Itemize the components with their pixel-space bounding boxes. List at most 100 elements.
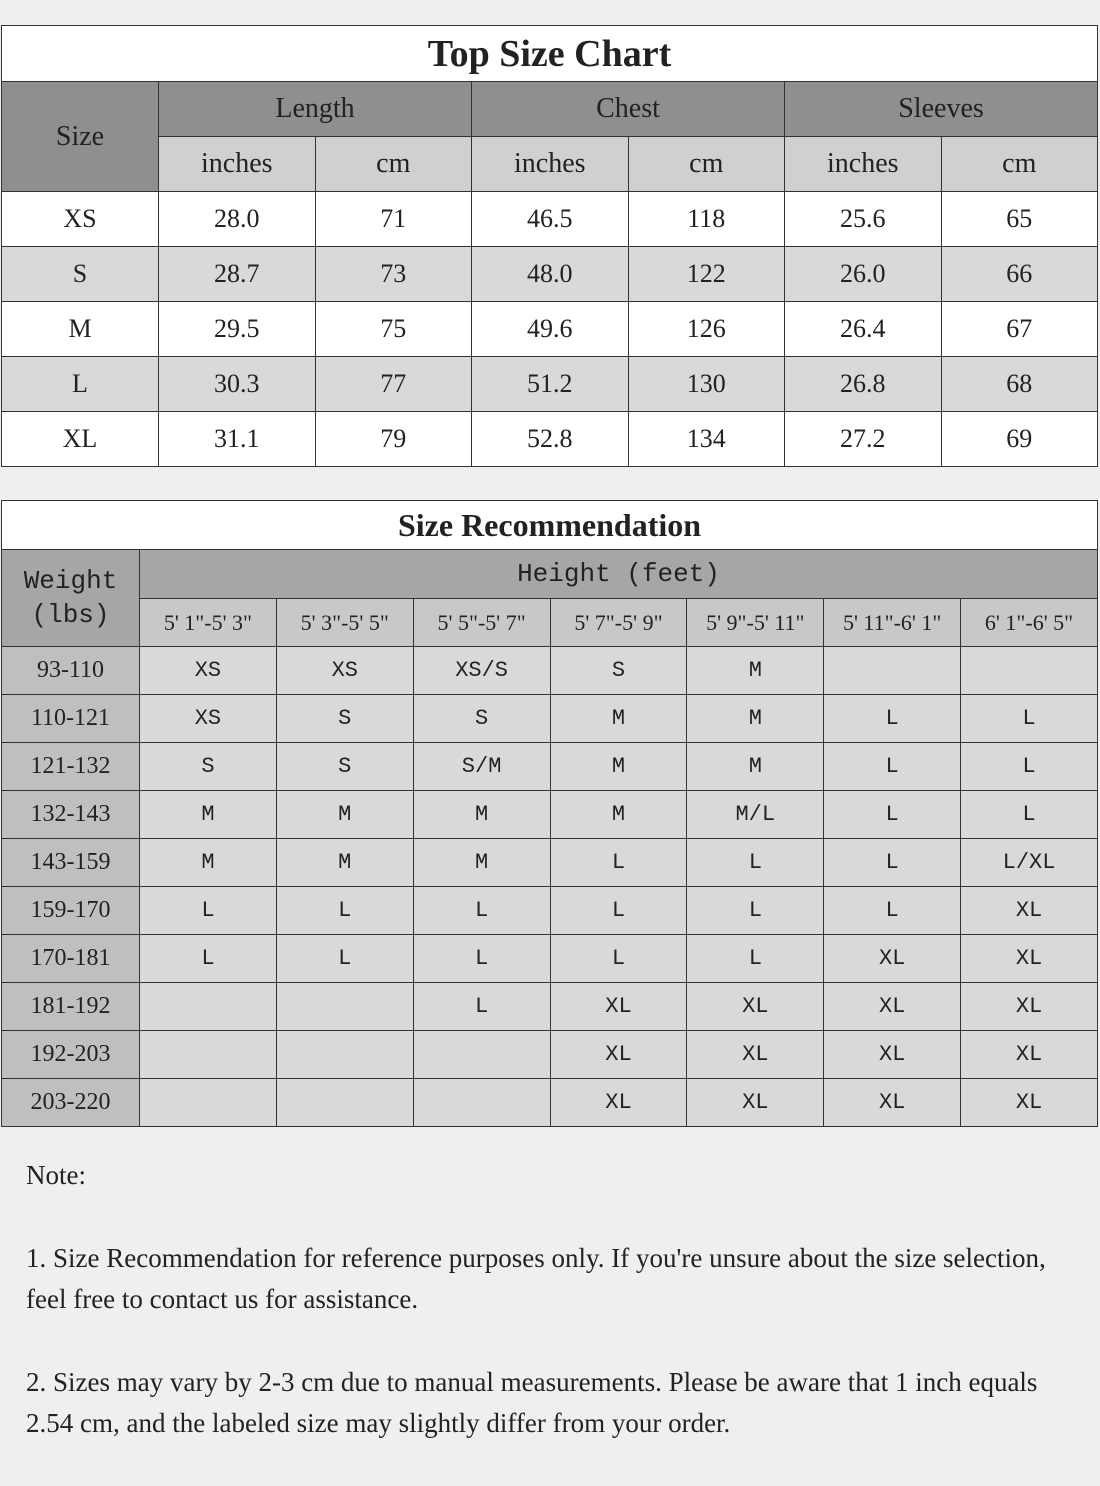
recommended-size-cell: L/XL xyxy=(960,838,1098,887)
table-row: 159-170 L L L L L L XL xyxy=(1,886,1098,935)
recommended-size-cell: L xyxy=(549,934,688,983)
notes-section: Note: 1. Size Recommendation for referen… xyxy=(26,1155,1076,1486)
table-row: XS 28.0 71 46.5 118 25.6 65 xyxy=(1,191,1098,247)
recommended-size-cell: XL xyxy=(549,1078,688,1127)
recommended-size-cell: M xyxy=(412,790,551,839)
recommended-size-cell: L xyxy=(549,886,688,935)
measurement-cell: 66 xyxy=(940,246,1098,302)
recommended-size-cell: M/L xyxy=(686,790,825,839)
size-header: Size xyxy=(1,81,159,192)
measurement-cell: 49.6 xyxy=(471,301,629,357)
recommended-size-cell: L xyxy=(412,934,551,983)
weight-range-cell: 181-192 xyxy=(1,982,140,1031)
table-row: 132-143 M M M M M/L L L xyxy=(1,790,1098,839)
recommendation-title: Size Recommendation xyxy=(1,500,1098,550)
recommended-size-cell: M xyxy=(686,646,825,695)
size-cell: M xyxy=(1,301,159,357)
recommended-size-cell: M xyxy=(686,742,825,791)
note-item: 1. Size Recommendation for reference pur… xyxy=(26,1243,1046,1314)
measurement-cell: 134 xyxy=(627,411,785,467)
weight-label: Weight xyxy=(23,566,118,596)
recommended-size-cell: L xyxy=(823,790,962,839)
recommended-size-cell: L xyxy=(549,838,688,887)
measurement-cell: 52.8 xyxy=(471,411,629,467)
recommended-size-cell: M xyxy=(549,694,688,743)
recommended-size-cell: S xyxy=(275,742,414,791)
measurement-cell: 69 xyxy=(940,411,1098,467)
recommended-size-cell: XL xyxy=(686,1078,825,1127)
table-row: 203-220 XL XL XL XL xyxy=(1,1078,1098,1127)
measurement-cell: 71 xyxy=(314,191,472,247)
unit-header: inches xyxy=(158,136,316,192)
measurement-cell: 68 xyxy=(940,356,1098,412)
recommended-size-cell: M xyxy=(275,838,414,887)
size-recommendation-table: Size Recommendation Weight (lbs) Height (… xyxy=(1,500,1098,1127)
measurement-cell: 28.7 xyxy=(158,246,316,302)
recommended-size-cell xyxy=(275,1078,414,1127)
recommended-size-cell xyxy=(412,1078,551,1127)
measurement-cell: 118 xyxy=(627,191,785,247)
recommended-size-cell: M xyxy=(139,790,277,839)
size-cell: L xyxy=(1,356,159,412)
note-item: 2. Sizes may vary by 2-3 cm due to manua… xyxy=(26,1367,1038,1438)
table-row: 121-132 S S S/M M M L L xyxy=(1,742,1098,791)
recommended-size-cell: L xyxy=(275,934,414,983)
measurement-cell: 73 xyxy=(314,246,472,302)
recommended-size-cell: M xyxy=(686,694,825,743)
table-row: 170-181 L L L L L XL XL xyxy=(1,934,1098,983)
recommended-size-cell xyxy=(275,982,414,1031)
recommended-size-cell: XS xyxy=(275,646,414,695)
recommended-size-cell: XL xyxy=(686,982,825,1031)
recommended-size-cell: M xyxy=(139,838,277,887)
length-header: Length xyxy=(158,81,472,137)
recommended-size-cell: L xyxy=(823,886,962,935)
recommended-size-cell: S xyxy=(275,694,414,743)
recommended-size-cell: XL xyxy=(823,1078,962,1127)
measurement-cell: 27.2 xyxy=(784,411,942,467)
weight-range-cell: 192-203 xyxy=(1,1030,140,1079)
measurement-cell: 130 xyxy=(627,356,785,412)
height-range-header: 5' 9"-5' 11" xyxy=(686,598,825,647)
recommended-size-cell: L xyxy=(960,694,1098,743)
recommended-size-cell: XL xyxy=(960,934,1098,983)
recommended-size-cell: S/M xyxy=(412,742,551,791)
recommended-size-cell: L xyxy=(960,742,1098,791)
unit-header: cm xyxy=(627,136,785,192)
recommended-size-cell: M xyxy=(412,838,551,887)
size-cell: S xyxy=(1,246,159,302)
measurement-cell: 75 xyxy=(314,301,472,357)
height-range-header: 5' 1"-5' 3" xyxy=(139,598,277,647)
measurement-cell: 30.3 xyxy=(158,356,316,412)
table-row: L 30.3 77 51.2 130 26.8 68 xyxy=(1,356,1098,412)
height-header: Height (feet) xyxy=(139,549,1098,599)
recommended-size-cell: S xyxy=(139,742,277,791)
recommended-size-cell: XL xyxy=(960,886,1098,935)
measurement-cell: 79 xyxy=(314,411,472,467)
recommended-size-cell: L xyxy=(823,694,962,743)
table-row: 181-192 L XL XL XL XL xyxy=(1,982,1098,1031)
measurement-cell: 26.8 xyxy=(784,356,942,412)
weight-range-cell: 132-143 xyxy=(1,790,140,839)
unit-header: inches xyxy=(471,136,629,192)
recommended-size-cell: M xyxy=(549,790,688,839)
size-cell: XL xyxy=(1,411,159,467)
recommended-size-cell: M xyxy=(275,790,414,839)
measurement-cell: 25.6 xyxy=(784,191,942,247)
weight-range-cell: 93-110 xyxy=(1,646,140,695)
recommended-size-cell xyxy=(139,1030,277,1079)
weight-range-cell: 203-220 xyxy=(1,1078,140,1127)
weight-unit: (lbs) xyxy=(31,600,110,630)
recommended-size-cell xyxy=(823,646,962,695)
recommended-size-cell: L xyxy=(139,886,277,935)
height-range-header: 5' 3"-5' 5" xyxy=(275,598,414,647)
unit-header: inches xyxy=(784,136,942,192)
recommended-size-cell: L xyxy=(139,934,277,983)
measurement-cell: 46.5 xyxy=(471,191,629,247)
recommended-size-cell: S xyxy=(412,694,551,743)
recommended-size-cell: S xyxy=(549,646,688,695)
recommended-size-cell: XS xyxy=(139,646,277,695)
measurement-cell: 126 xyxy=(627,301,785,357)
recommended-size-cell: XL xyxy=(823,1030,962,1079)
recommended-size-cell: M xyxy=(549,742,688,791)
table-row: XL 31.1 79 52.8 134 27.2 69 xyxy=(1,411,1098,467)
